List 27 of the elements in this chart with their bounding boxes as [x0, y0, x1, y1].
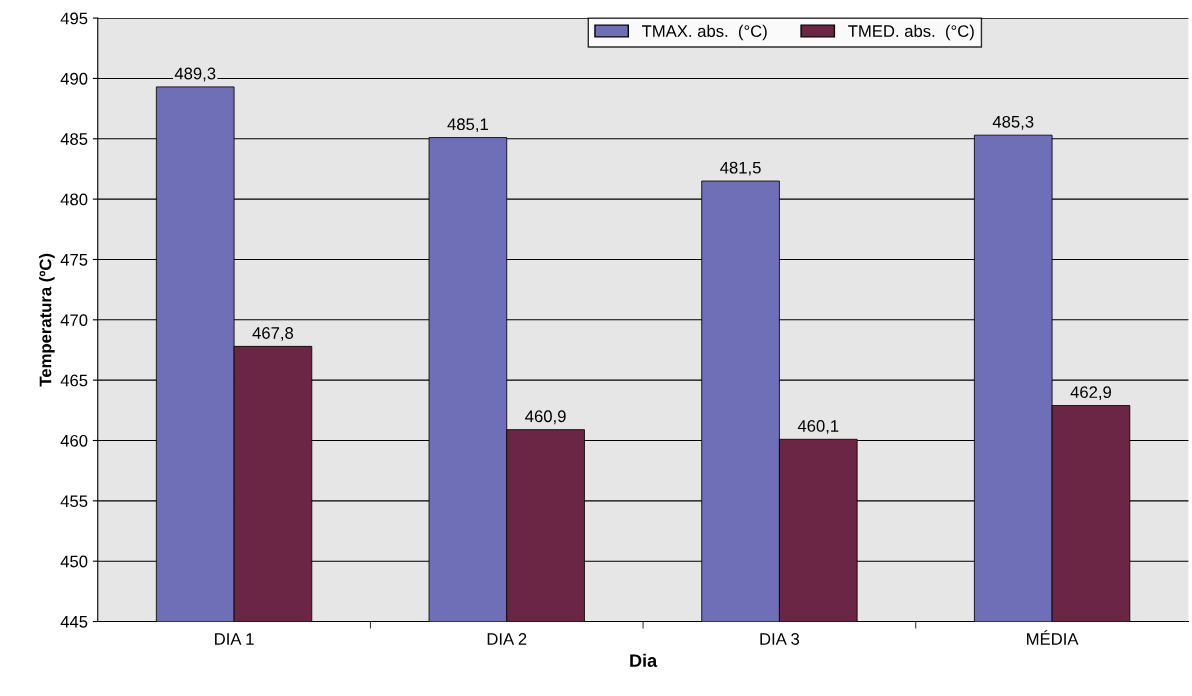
y-tick-label: 475 [60, 254, 88, 266]
x-axis-title: Dia [630, 653, 658, 667]
legend-label: TMAX. abs. (°C) [642, 24, 767, 41]
data-label: 460,9 [525, 410, 566, 425]
y-tick-label: 460 [60, 434, 88, 447]
data-label: 485,3 [992, 115, 1034, 130]
y-tick-label: 480 [60, 193, 88, 206]
data-label: 489,3 [174, 67, 216, 82]
y-tick-label: 445 [60, 616, 88, 628]
y-tick-label: 450 [60, 555, 88, 568]
x-tick-label: DIA 2 [487, 633, 527, 645]
data-label: 462,9 [1070, 386, 1112, 401]
data-label: 481,5 [720, 161, 761, 176]
y-tick-label: 465 [60, 374, 88, 387]
y-tick-label: 490 [60, 72, 88, 85]
y-tick-label: 485 [60, 133, 88, 145]
y-tick-label: 455 [60, 495, 88, 508]
data-label: 467,8 [252, 327, 294, 341]
legend-label: TMED. abs. (°C) [848, 24, 974, 41]
x-tick-label: DIA 3 [760, 633, 800, 645]
x-tick-label: MÉDIA [1027, 630, 1079, 645]
y-tick-label: 495 [60, 12, 88, 25]
x-tick-label: DIA 1 [215, 633, 254, 645]
data-label: 485,1 [447, 118, 488, 133]
y-tick-label: 470 [60, 314, 88, 327]
y-axis-title: Temperatura (ºC) [39, 253, 55, 387]
data-label: 460,1 [797, 420, 839, 434]
